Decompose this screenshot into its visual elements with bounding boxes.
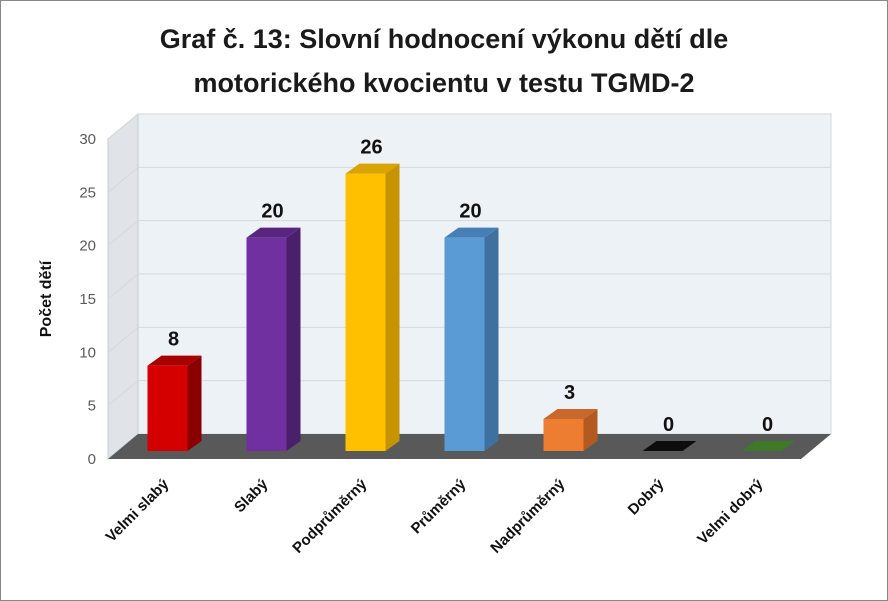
bar bbox=[246, 237, 287, 451]
data-label: 8 bbox=[168, 329, 179, 351]
bar-side bbox=[484, 227, 499, 451]
y-axis-title: Počet dětí bbox=[38, 260, 55, 337]
gridline bbox=[107, 113, 831, 140]
chart-title-line-1: Graf č. 13: Slovní hodnocení výkonu dětí… bbox=[159, 24, 729, 54]
bar-top bbox=[444, 227, 499, 238]
gridline bbox=[107, 220, 831, 247]
y-tick-label: 25 bbox=[79, 184, 96, 201]
bar bbox=[345, 173, 386, 451]
chart-title-line-2: motorického kvocientu v testu TGMD-2 bbox=[193, 68, 695, 98]
y-tick-label: 20 bbox=[79, 238, 96, 255]
gridline bbox=[107, 166, 831, 193]
data-label: 3 bbox=[564, 382, 575, 404]
gridline bbox=[107, 380, 831, 407]
y-tick-label: 30 bbox=[79, 131, 96, 148]
bar bbox=[642, 441, 697, 451]
x-tick-label: Velmi dobrý bbox=[694, 475, 767, 548]
x-tick-label: Podprůměrný bbox=[289, 475, 370, 556]
bar-top bbox=[147, 355, 202, 366]
bar-side bbox=[583, 409, 598, 451]
bar bbox=[147, 365, 188, 451]
y-tick-label: 0 bbox=[88, 451, 96, 468]
data-label: 20 bbox=[261, 201, 283, 223]
bar-top bbox=[246, 227, 301, 238]
y-tick-label: 15 bbox=[79, 291, 96, 308]
y-tick-label: 5 bbox=[88, 398, 96, 415]
data-label: 20 bbox=[459, 201, 481, 223]
bar-side bbox=[385, 163, 400, 451]
bar-side bbox=[187, 355, 202, 451]
gridline bbox=[107, 273, 831, 300]
chart-title: Graf č. 13: Slovní hodnocení výkonu dětí… bbox=[1, 17, 887, 105]
x-tick-label: Průměrný bbox=[408, 475, 470, 537]
data-label: 0 bbox=[663, 414, 674, 436]
bar-top bbox=[345, 163, 400, 174]
y-tick-label: 10 bbox=[79, 344, 96, 361]
bar-top bbox=[543, 409, 598, 419]
x-tick-label: Velmi slabý bbox=[103, 475, 173, 545]
data-label: 26 bbox=[360, 137, 382, 159]
gridline bbox=[107, 326, 831, 353]
bar bbox=[741, 441, 796, 451]
bar bbox=[444, 237, 485, 451]
data-label: 0 bbox=[762, 414, 773, 436]
x-tick-label: Dobrý bbox=[625, 475, 668, 518]
x-tick-label: Slabý bbox=[231, 475, 272, 516]
x-tick-label: Nadprůměrný bbox=[487, 475, 568, 556]
bar bbox=[543, 419, 584, 451]
bar-side bbox=[286, 227, 301, 451]
